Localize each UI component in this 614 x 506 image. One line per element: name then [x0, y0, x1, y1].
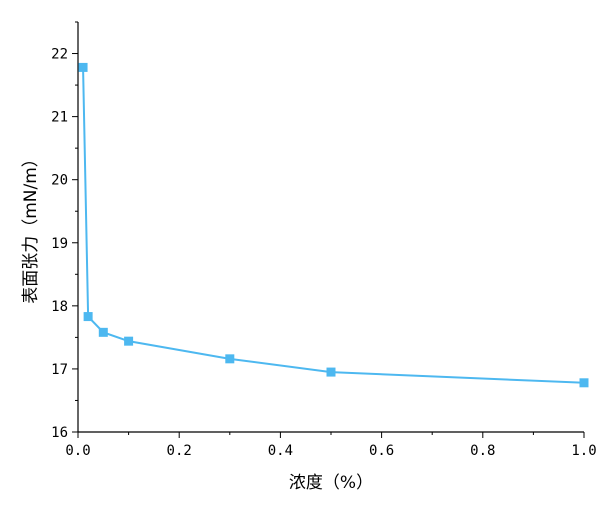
data-point — [83, 312, 93, 322]
y-ticks: 16 17 18 19 20 21 22 — [51, 21, 78, 441]
x-tick-label: 1.0 — [571, 443, 596, 459]
x-tick-label: 0.0 — [65, 443, 90, 459]
x-tick-label: 0.8 — [470, 443, 495, 459]
data-point — [225, 354, 235, 364]
data-point — [579, 378, 589, 388]
data-point — [124, 336, 134, 346]
y-tick-label: 16 — [51, 425, 68, 441]
x-axis-label: 浓度（%） — [289, 473, 373, 493]
x-tick-label: 0.6 — [369, 443, 394, 459]
y-axis-label: 表面张力（mN/m） — [21, 150, 41, 304]
y-tick-label: 17 — [51, 362, 68, 378]
y-tick-label: 18 — [51, 299, 68, 315]
series-line — [82, 67, 585, 384]
data-point — [78, 62, 88, 72]
plot-area — [78, 62, 589, 388]
x-tick-label: 0.4 — [268, 443, 293, 459]
y-tick-label: 22 — [51, 47, 68, 63]
data-point — [326, 367, 336, 377]
y-tick-label: 20 — [51, 173, 68, 189]
x-ticks: 0.0 0.2 0.4 0.6 0.8 1.0 — [65, 432, 597, 459]
y-tick-label: 19 — [51, 236, 68, 252]
x-tick-label: 0.2 — [167, 443, 192, 459]
y-tick-label: 21 — [51, 110, 68, 126]
data-point — [98, 327, 108, 337]
